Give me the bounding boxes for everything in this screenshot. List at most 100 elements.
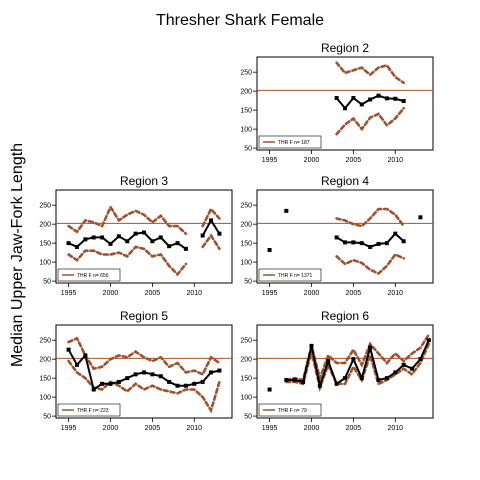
- ci-upper-line: [335, 61, 406, 85]
- x-tick-label: 2010: [387, 157, 403, 164]
- y-tick-label: 150: [39, 376, 51, 383]
- x-tick-label: 2005: [346, 290, 362, 297]
- median-point: [393, 370, 398, 375]
- y-tick-label: 250: [39, 203, 51, 210]
- median-line: [286, 339, 430, 390]
- median-point: [142, 230, 146, 235]
- x-tick-label: 2005: [145, 425, 161, 432]
- x-tick-label: 2000: [304, 290, 320, 297]
- median-point: [309, 343, 314, 348]
- median-point: [376, 241, 381, 246]
- panel-frame: [256, 56, 434, 151]
- panel-frame: [55, 189, 233, 284]
- median-point: [292, 378, 297, 383]
- median-point: [183, 246, 188, 251]
- median-point: [158, 235, 163, 240]
- median-point: [100, 235, 105, 240]
- x-tick-label: 2010: [186, 290, 202, 297]
- median-point: [301, 379, 306, 384]
- median-point: [368, 97, 373, 102]
- x-tick-label: 1995: [61, 290, 77, 297]
- ci-upper-line: [201, 206, 221, 228]
- y-tick-label: 250: [39, 338, 51, 345]
- x-tick-label: 2010: [387, 425, 403, 432]
- isolated-point: [267, 247, 272, 252]
- legend-box: [258, 403, 322, 417]
- legend-box: [258, 268, 322, 282]
- median-point: [150, 372, 155, 377]
- y-tick-label: 50: [244, 279, 252, 286]
- median-point: [200, 379, 205, 384]
- median-point: [125, 376, 130, 381]
- median-point: [368, 244, 373, 249]
- median-point: [200, 233, 205, 238]
- median-point: [192, 381, 197, 386]
- median-point: [133, 372, 138, 377]
- panel-region-1: Region 2 1995 2000 2005 2010 50 100 150 200 250 TH…: [240, 41, 434, 164]
- median-point: [401, 99, 406, 104]
- y-tick-label: 100: [240, 260, 252, 267]
- isolated-point: [284, 208, 289, 213]
- median-line: [336, 232, 405, 248]
- median-line: [67, 349, 220, 392]
- legend-label: THR F n= 223: [77, 408, 109, 414]
- x-tick-label: 2000: [103, 290, 119, 297]
- median-point: [359, 241, 364, 246]
- panel-region-5: Region 6 1995 2000 2005 2010 50 100 150 200 250 TH…: [240, 309, 434, 432]
- median-point: [175, 383, 180, 388]
- figure-ylabel: Median Upper Jaw-Fork Length: [9, 143, 26, 367]
- median-point: [116, 379, 121, 384]
- y-tick-label: 200: [240, 89, 252, 96]
- legend-box: [57, 403, 121, 417]
- median-point: [284, 378, 289, 383]
- legend-label: THR F n= 656: [77, 273, 109, 279]
- ci-lower-line: [67, 245, 188, 277]
- y-tick-label: 200: [39, 222, 51, 229]
- median-point: [426, 338, 431, 343]
- median-point: [401, 239, 406, 244]
- x-tick-label: 1995: [61, 425, 77, 432]
- legend-box: [258, 135, 322, 149]
- ci-lower-line: [335, 106, 406, 136]
- median-point: [142, 370, 146, 375]
- median-point: [158, 374, 163, 379]
- median-point: [359, 376, 364, 381]
- y-tick-label: 50: [43, 279, 51, 286]
- median-point: [150, 239, 155, 244]
- y-tick-label: 50: [244, 146, 252, 153]
- y-tick-label: 150: [240, 241, 252, 248]
- y-tick-label: 100: [240, 127, 252, 134]
- median-point: [384, 96, 389, 101]
- median-point: [343, 376, 347, 381]
- y-tick-label: 250: [240, 203, 252, 210]
- median-point: [108, 241, 113, 246]
- median-point: [410, 366, 415, 371]
- y-tick-label: 150: [240, 108, 252, 115]
- y-tick-label: 250: [240, 338, 252, 345]
- median-point: [343, 240, 347, 245]
- median-point: [376, 378, 381, 383]
- median-point: [183, 383, 188, 388]
- y-tick-label: 150: [240, 376, 252, 383]
- x-tick-label: 2000: [304, 157, 320, 164]
- panel-title: Region 6: [321, 309, 369, 323]
- panel-title: Region 5: [120, 309, 168, 323]
- median-point: [74, 362, 79, 367]
- panel-frame: [256, 189, 434, 284]
- ci-lower-line: [67, 359, 221, 414]
- median-point: [384, 376, 389, 381]
- median-point: [393, 96, 398, 101]
- median-point: [368, 345, 373, 350]
- median-point: [108, 381, 113, 386]
- y-tick-label: 100: [39, 395, 51, 402]
- y-tick-label: 150: [39, 241, 51, 248]
- ci-lower-line: [284, 342, 431, 393]
- median-point: [83, 353, 88, 358]
- median-point: [91, 235, 96, 240]
- median-point: [326, 359, 331, 364]
- median-point: [334, 381, 339, 386]
- median-point: [209, 218, 214, 223]
- x-tick-label: 2005: [145, 290, 161, 297]
- median-point: [317, 383, 322, 388]
